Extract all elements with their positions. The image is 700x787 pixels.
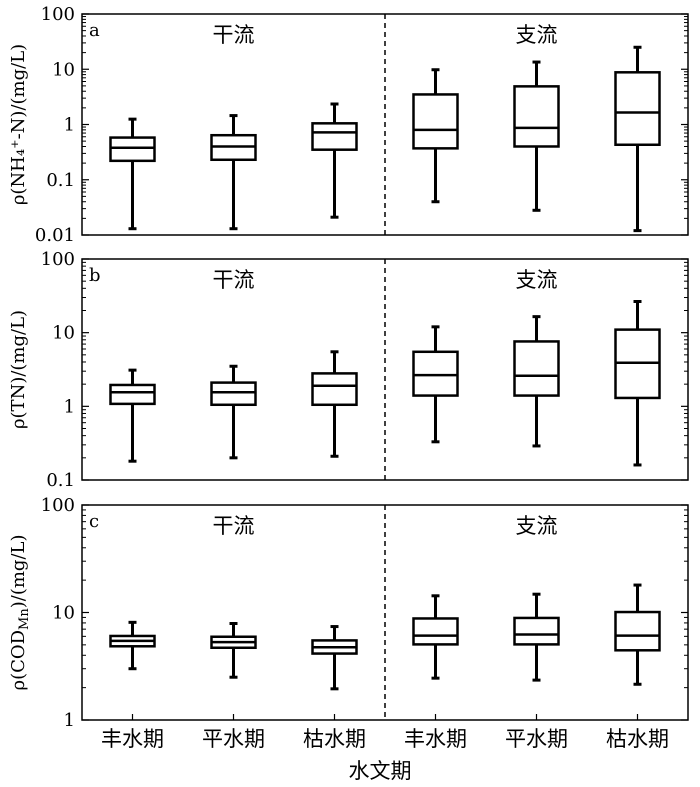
iqr-box bbox=[614, 71, 661, 147]
iqr-box bbox=[109, 383, 156, 406]
y-tick-label: 0.1 bbox=[46, 470, 75, 491]
group-label: 支流 bbox=[516, 23, 558, 47]
y-tick-label: 1 bbox=[64, 396, 75, 417]
x-tick-label: 丰水期 bbox=[404, 727, 467, 751]
x-axis: 水文期 丰水期 平水期 枯水期 丰水期 平水期 枯水期 bbox=[101, 714, 669, 783]
iqr-box bbox=[412, 617, 459, 646]
group-label: 干流 bbox=[213, 514, 255, 538]
x-tick-label: 平水期 bbox=[202, 727, 265, 751]
iqr-box bbox=[412, 350, 459, 397]
iqr-box bbox=[412, 93, 459, 150]
panel-a: 0.01 0.1 1 10 100 a 干流 支流 ρ(NH₄⁺-N)/(mg/L) bbox=[8, 4, 689, 246]
box-5 bbox=[513, 315, 560, 448]
box-6 bbox=[614, 583, 661, 686]
x-tick-label: 枯水期 bbox=[606, 727, 669, 751]
box-4 bbox=[412, 594, 459, 680]
group-label: 干流 bbox=[213, 23, 255, 47]
box-1 bbox=[109, 620, 156, 671]
x-tick-label: 枯水期 bbox=[303, 727, 366, 751]
box-6 bbox=[614, 45, 661, 233]
panel-letter: a bbox=[89, 20, 100, 41]
group-label: 干流 bbox=[213, 268, 255, 292]
box-3 bbox=[311, 102, 358, 219]
box-5 bbox=[513, 60, 560, 212]
iqr-box bbox=[311, 122, 358, 151]
y-axis-label: ρ(NH₄⁺-N)/(mg/L) bbox=[8, 44, 29, 205]
y-axis-label: ρ(CODMn)/(mg/L) bbox=[8, 534, 32, 690]
iqr-box bbox=[109, 136, 156, 163]
iqr-box bbox=[311, 372, 358, 407]
y-tick-label: 1 bbox=[64, 115, 75, 136]
y-tick-label: 100 bbox=[41, 249, 75, 270]
box-1 bbox=[109, 368, 156, 463]
panel-c: 1 10 100 c 干流 支流 ρ(CODMn)/(mg/L) bbox=[8, 495, 689, 731]
y-tick-label: 100 bbox=[41, 495, 75, 516]
y-tick-label: 0.01 bbox=[35, 225, 75, 246]
box-2 bbox=[210, 364, 257, 460]
iqr-box bbox=[210, 381, 257, 407]
box-3 bbox=[311, 625, 358, 691]
box-6 bbox=[614, 299, 661, 467]
iqr-box bbox=[513, 85, 560, 148]
box-2 bbox=[210, 114, 257, 231]
y-tick-label: 10 bbox=[52, 323, 75, 344]
x-axis-title: 水文期 bbox=[349, 759, 412, 783]
y-axis-label: ρ(TN)/(mg/L) bbox=[8, 310, 29, 429]
panel-b: 0.1 1 10 100 b 干流 支流 ρ(TN)/(mg/L) bbox=[8, 249, 689, 491]
y-tick-label: 100 bbox=[41, 4, 75, 25]
y-tick-label: 1 bbox=[64, 710, 75, 731]
y-tick-label: 10 bbox=[52, 59, 75, 80]
x-tick-label: 平水期 bbox=[505, 727, 568, 751]
y-tick-label: 0.1 bbox=[46, 170, 75, 191]
group-label: 支流 bbox=[516, 268, 558, 292]
panel-letter: b bbox=[89, 265, 101, 286]
group-label: 支流 bbox=[516, 514, 558, 538]
box-1 bbox=[109, 117, 156, 231]
box-2 bbox=[210, 622, 257, 679]
box-4 bbox=[412, 325, 459, 444]
panel-letter: c bbox=[89, 511, 99, 532]
iqr-box bbox=[614, 610, 661, 652]
x-tick-label: 丰水期 bbox=[101, 727, 164, 751]
box-3 bbox=[311, 350, 358, 458]
iqr-box bbox=[513, 616, 560, 646]
iqr-box bbox=[513, 340, 560, 397]
box-5 bbox=[513, 592, 560, 682]
y-tick-label: 10 bbox=[52, 603, 75, 624]
box-4 bbox=[412, 68, 459, 204]
